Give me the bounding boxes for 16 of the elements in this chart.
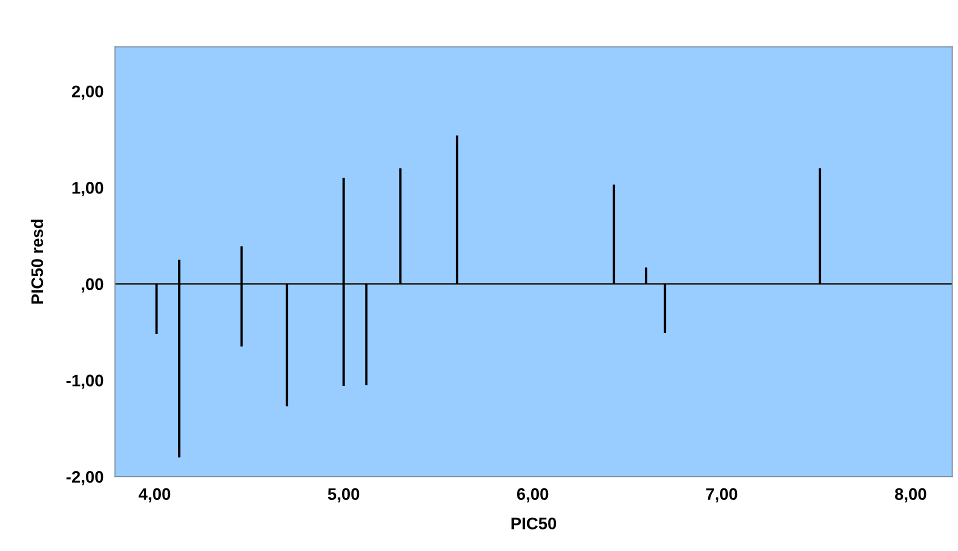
x-tick-label: 8,00 (894, 488, 926, 502)
y-tick-label: -2,00 (66, 471, 104, 486)
x-tick-label: 6,00 (517, 488, 548, 502)
y-axis-title: PIC50 resd (30, 220, 44, 304)
x-axis-title: PIC50 (512, 518, 556, 530)
bar (342, 178, 345, 386)
y-tick-label: -1,00 (66, 374, 104, 389)
x-tick-label: 5,00 (328, 488, 360, 502)
x-tick-label: 7,00 (706, 488, 738, 502)
bar (365, 284, 368, 386)
x-tick-label: 4,00 (138, 488, 170, 502)
y-tick-label: 1,00 (72, 182, 104, 196)
bar (399, 168, 402, 284)
y-tick-label: 2,00 (72, 86, 104, 100)
y-tick-label: ,00 (82, 278, 104, 293)
bar (178, 260, 180, 458)
